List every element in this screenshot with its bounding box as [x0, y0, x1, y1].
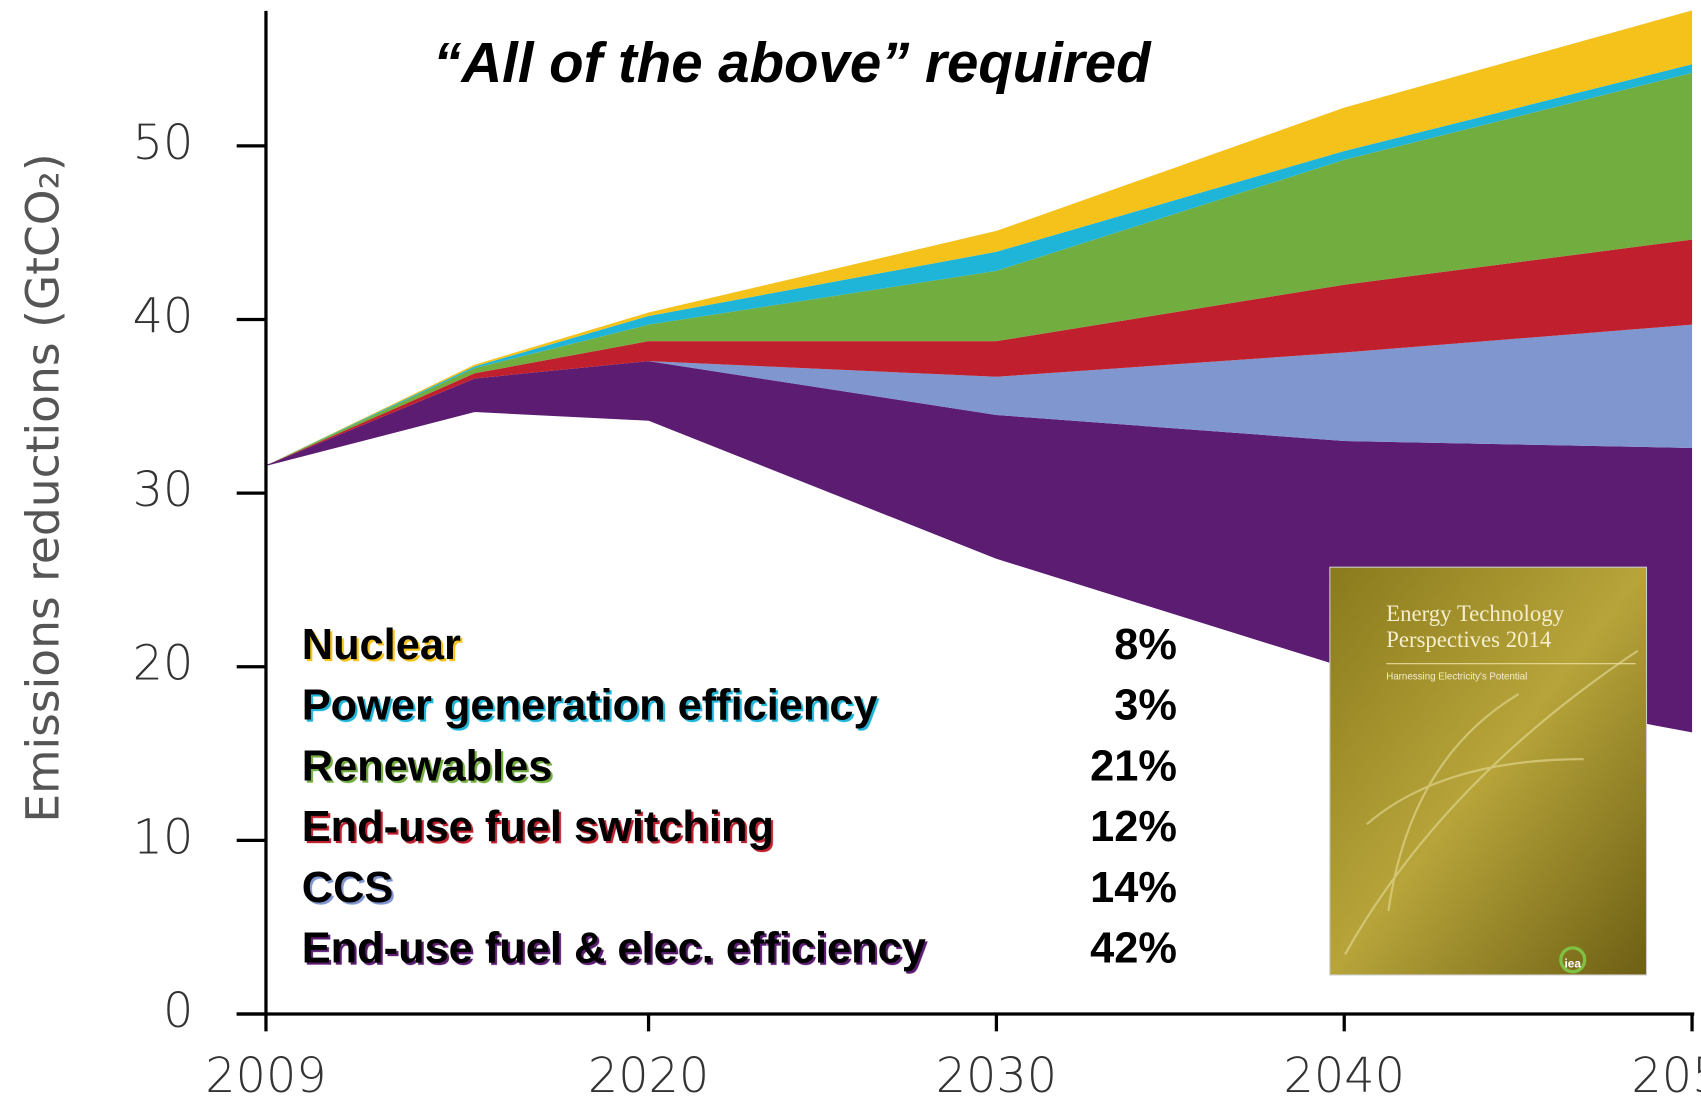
area-band — [265, 324, 1693, 466]
cover-subtitle: Harnessing Electricity's Potential — [1386, 671, 1527, 682]
y-tick-label: 0 — [163, 984, 193, 1039]
y-tick-label: 50 — [133, 116, 194, 171]
y-tick-label: 30 — [133, 463, 194, 518]
x-tick-label: 2030 — [936, 1049, 1057, 1104]
legend-label: End-use fuel switching — [302, 803, 774, 851]
legend-label: Renewables — [302, 742, 553, 790]
cover-art — [1344, 649, 1639, 955]
y-tick-label: 20 — [133, 637, 194, 692]
area-band — [265, 64, 1693, 466]
legend-label: End-use fuel & elec. efficiency — [302, 925, 926, 973]
x-tick-label: 2020 — [588, 1049, 709, 1104]
legend-label: CCS — [302, 864, 394, 912]
x-tick-label: 2050 — [1631, 1049, 1701, 1104]
legend-label: Nuclear — [302, 621, 461, 669]
cover-logo: iea — [1564, 956, 1581, 970]
legend-share: 42% — [1090, 925, 1177, 973]
area-band — [265, 239, 1693, 466]
book-cover: Energy Technology Perspectives 2014 Harn… — [1329, 566, 1648, 976]
legend-label: Power generation efficiency — [302, 682, 878, 730]
x-tick-label: 2009 — [205, 1049, 326, 1104]
legend-share: 14% — [1090, 864, 1177, 912]
legend-share: 12% — [1090, 803, 1177, 851]
area-band — [265, 10, 1693, 466]
cover-title: Perspectives 2014 — [1386, 627, 1552, 652]
logo-ring — [1559, 946, 1587, 974]
y-tick-label: 10 — [133, 810, 194, 865]
area-band — [265, 72, 1693, 466]
chart-title: “All of the above” required — [433, 31, 1152, 94]
legend-share: 21% — [1090, 742, 1177, 790]
legend-share: 3% — [1114, 682, 1177, 730]
y-axis-label: Emissions reductions (GtCO₂) — [16, 153, 69, 822]
cover-title: Energy Technology — [1386, 601, 1564, 626]
legend-share: 8% — [1114, 621, 1177, 669]
x-tick-label: 2040 — [1284, 1049, 1405, 1104]
y-tick-label: 40 — [133, 289, 194, 344]
